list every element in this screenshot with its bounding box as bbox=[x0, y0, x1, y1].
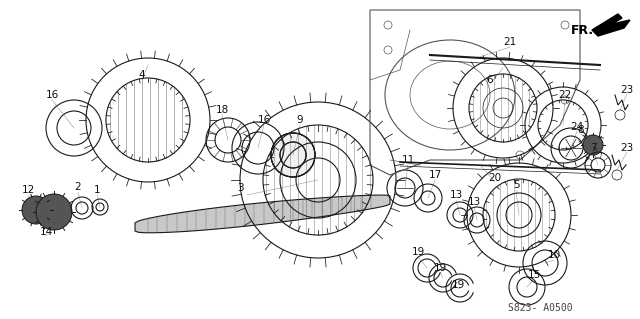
Text: 8: 8 bbox=[578, 125, 584, 135]
Text: 15: 15 bbox=[527, 270, 541, 280]
Text: 16: 16 bbox=[257, 115, 271, 125]
Text: 1: 1 bbox=[93, 185, 100, 195]
Text: 18: 18 bbox=[216, 105, 228, 115]
Text: 14: 14 bbox=[40, 227, 52, 237]
Text: 2: 2 bbox=[75, 182, 81, 192]
Text: 10: 10 bbox=[547, 250, 561, 260]
Text: 23: 23 bbox=[620, 85, 634, 95]
Text: 5: 5 bbox=[513, 180, 519, 190]
Text: 12: 12 bbox=[21, 185, 35, 195]
Text: 9: 9 bbox=[297, 115, 303, 125]
Circle shape bbox=[22, 196, 50, 224]
Text: 19: 19 bbox=[451, 280, 465, 290]
Circle shape bbox=[583, 135, 603, 155]
Text: 13: 13 bbox=[449, 190, 463, 200]
Text: 6: 6 bbox=[486, 75, 493, 85]
Text: 20: 20 bbox=[488, 173, 502, 183]
Circle shape bbox=[36, 194, 72, 230]
Text: FR.: FR. bbox=[570, 24, 593, 36]
Polygon shape bbox=[592, 14, 630, 36]
Text: 16: 16 bbox=[45, 90, 59, 100]
Text: 11: 11 bbox=[401, 155, 415, 165]
Text: 19: 19 bbox=[412, 247, 424, 257]
Text: 17: 17 bbox=[428, 170, 442, 180]
Text: 22: 22 bbox=[558, 90, 572, 100]
Text: 21: 21 bbox=[504, 37, 516, 47]
Text: 13: 13 bbox=[467, 197, 481, 207]
Text: 24: 24 bbox=[570, 122, 584, 132]
Text: 19: 19 bbox=[433, 263, 447, 273]
Circle shape bbox=[271, 133, 315, 177]
Text: 23: 23 bbox=[620, 143, 634, 153]
Text: S823- A0500: S823- A0500 bbox=[508, 303, 572, 313]
Polygon shape bbox=[135, 195, 390, 233]
Text: 3: 3 bbox=[237, 183, 243, 193]
Text: 4: 4 bbox=[139, 70, 145, 80]
Text: 7: 7 bbox=[589, 143, 596, 153]
